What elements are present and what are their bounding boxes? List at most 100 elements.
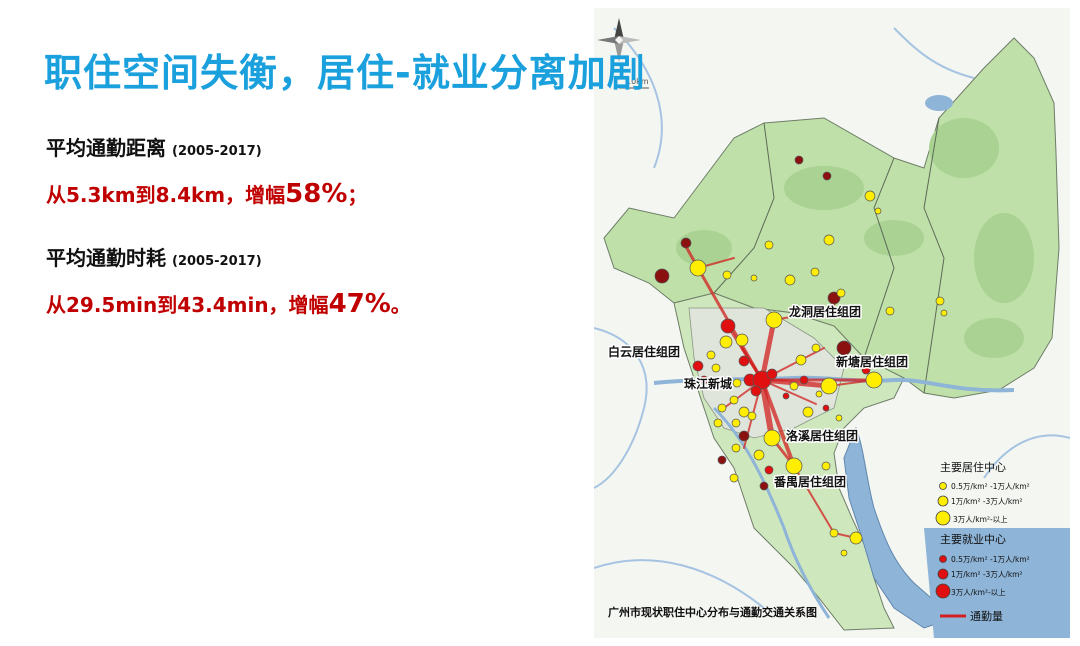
residential-center-marker [713,418,723,428]
pearl-river-estuary [843,426,955,629]
residential-center-marker [784,274,796,286]
employment-center-marker [750,385,762,397]
employment-center-marker [836,340,852,356]
commute-time-block: 平均通勤时耗 (2005-2017) 从29.5min到43.4min，增幅47%… [46,242,566,319]
legend-emp-large-label: 3万人/km²-以上 [951,588,1006,597]
legend-emp-medium-marker [937,568,949,580]
commute-line [773,307,840,321]
north-arrow-icon [597,18,641,62]
residential-center-marker [849,531,863,545]
employment-center-marker [720,318,736,334]
employment-center-marker [766,368,778,380]
south-river [712,406,831,619]
residential-center-marker [729,473,739,483]
commute-time-heading: 平均通勤时耗 (2005-2017) [46,242,566,271]
residential-center-marker [763,429,781,447]
legend-emp-medium-label: 1万/km² -3万人/km² [951,570,1023,579]
commute-line [793,465,835,534]
residential-center-marker [722,270,732,280]
commute-line [759,317,777,383]
scale-label: 10km [626,77,649,86]
employment-center-marker [752,370,772,390]
commute-time-percent: 47% [328,289,391,319]
legend-res-large-marker [935,510,951,526]
residential-center-marker [820,377,838,395]
commute-time-end: 。 [390,293,411,317]
residential-center-marker [689,259,707,277]
map-legend: 主要居住中心 0.5万/km² -1万人/km² 1万/km² -3万人/km²… [935,460,1030,623]
residential-center-marker [864,190,876,202]
scale-bar: 10km [619,77,649,89]
employment-center-marker [827,291,841,305]
residential-center-marker [940,309,948,317]
commute-line [760,378,796,468]
residential-center-marker [840,549,848,557]
employment-center-marker [780,476,788,484]
residential-center-marker [829,528,839,538]
residential-center-marker [865,371,883,389]
residential-center-marker [729,395,739,405]
label-longdong: 龙洞居住组团 [789,304,861,319]
district-labels: 龙洞居住组团 白云居住组团 新塘居住组团 珠江新城 洛溪居住组团 番禺居住组团 [607,303,910,491]
commute-distance-block: 平均通勤距离 (2005-2017) 从5.3km到8.4km，增幅58%； [46,132,566,209]
residential-center-marker [885,306,895,316]
label-luoxi: 洛溪居住组团 [786,428,858,443]
employment-center-marker [717,455,727,465]
residential-center-marker [789,381,799,391]
legend-emp-large-marker [935,583,951,599]
map-caption: 广州市现状职住中心分布与通勤交通关系图 [608,605,817,619]
commute-time-label: 平均通勤时耗 [46,246,166,270]
commute-line [761,379,817,405]
commute-time-period: (2005-2017) [172,254,262,269]
residential-center-marker [765,311,783,329]
commute-distance-change: 从5.3km到8.4km，增幅 [46,183,286,207]
commute-relation-map: 10km 龙洞居住组团 白云居住组团 新塘居住组团 珠江新城 洛溪居住组团 番禺… [594,8,1070,638]
legend-emp-small-label: 0.5万/km² -1万人/km² [951,555,1030,564]
residential-center-marker [874,207,882,215]
employment-center-marker [861,365,871,375]
page-title: 职住空间失衡，居住-就业分离加剧 [44,51,646,95]
label-zhujiang-new-town: 珠江新城 [684,376,732,391]
residential-center-marker [731,443,741,453]
center-markers [654,155,948,557]
residential-center-marker [735,333,749,347]
residential-center-marker [706,350,716,360]
commute-distance-end: ； [347,183,368,207]
employment-center-marker [692,360,704,372]
employment-center-marker [799,375,809,385]
employment-center-marker [680,237,692,249]
commute-distance-heading: 平均通勤距离 (2005-2017) [46,132,566,161]
residential-center-marker [795,354,807,366]
label-xintang: 新塘居住组团 [836,354,908,369]
residential-center-marker [823,234,835,246]
residential-center-marker [764,240,774,250]
legend-res-small-marker [939,482,947,490]
commute-time-value: 从29.5min到43.4min，增幅47%。 [46,289,566,319]
legend-res-large-label: 3万人/km²-以上 [953,515,1008,524]
residential-center-marker [811,343,821,353]
employment-center-marker [840,305,852,317]
employment-center-marker [654,268,670,284]
residential-center-marker [731,418,741,428]
commute-distance-percent: 58% [285,179,348,209]
employment-center-marker [759,481,769,491]
legend-res-medium-label: 1万/km² -3万人/km² [951,497,1023,506]
residential-center-marker [815,390,823,398]
commute-distance-period: (2005-2017) [172,144,262,159]
legend-employment-title: 主要就业中心 [940,532,1006,546]
commute-time-change: 从29.5min到43.4min，增幅 [46,293,329,317]
residential-center-marker [717,403,727,413]
commute-distance-label: 平均通勤距离 [46,136,166,160]
commute-distance-value: 从5.3km到8.4km，增幅58%； [46,179,566,209]
label-baiyun: 白云居住组团 [608,344,680,359]
legend-res-small-label: 0.5万/km² -1万人/km² [951,482,1030,491]
residential-center-marker [747,411,757,421]
residential-center-marker [802,406,814,418]
legend-commute-label: 通勤量 [970,610,1003,623]
legend-residential-title: 主要居住中心 [940,460,1006,474]
legend-res-medium-marker [937,495,949,507]
residential-center-marker [732,378,742,388]
employment-center-marker [822,171,832,181]
residential-center-marker [753,449,765,461]
district-boundaries [713,117,945,394]
